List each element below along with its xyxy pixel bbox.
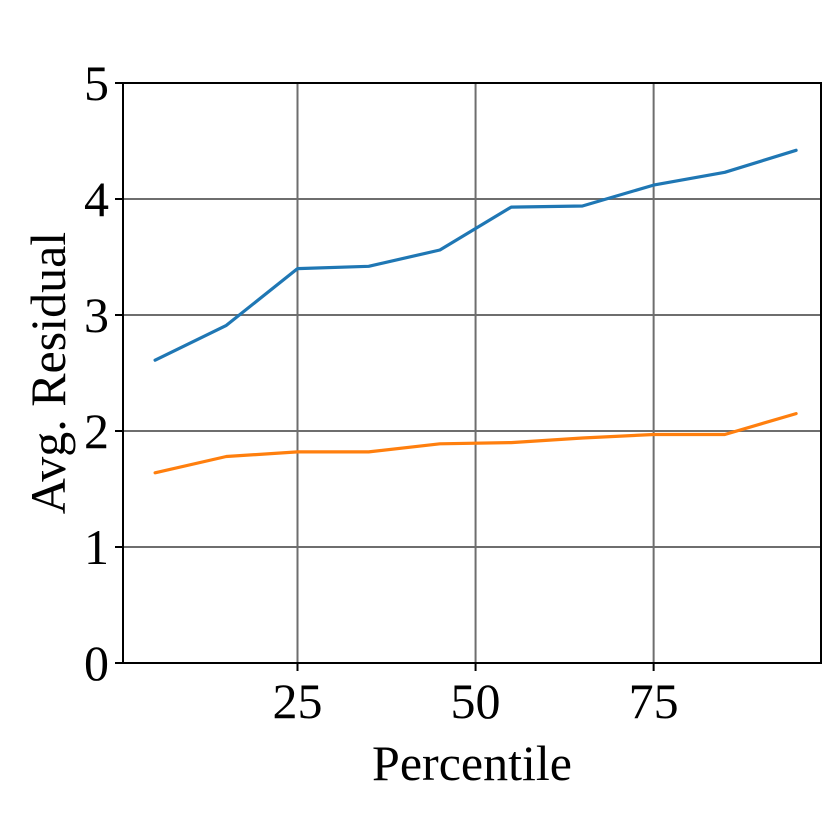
grid (123, 83, 821, 663)
y-tick-label: 3 (84, 287, 109, 343)
y-tick-label: 0 (84, 635, 109, 691)
x-axis-label: Percentile (372, 735, 572, 791)
y-tick-label: 2 (84, 403, 109, 459)
x-tick-label: 50 (451, 673, 501, 729)
series-line-1 (153, 148, 798, 362)
plot-frame (122, 82, 822, 664)
x-tick-label: 25 (273, 673, 323, 729)
y-tick-label: 5 (84, 55, 109, 111)
y-tick-label: 4 (84, 171, 109, 227)
x-tick-label: 75 (629, 673, 679, 729)
y-tick-label: 1 (84, 519, 109, 575)
series-line-2 (153, 412, 798, 475)
y-axis-label: Avg. Residual (20, 232, 76, 514)
series-lines (153, 148, 798, 475)
axis-ticks: 0 1 2 3 4 5 25 50 75 (84, 55, 679, 729)
